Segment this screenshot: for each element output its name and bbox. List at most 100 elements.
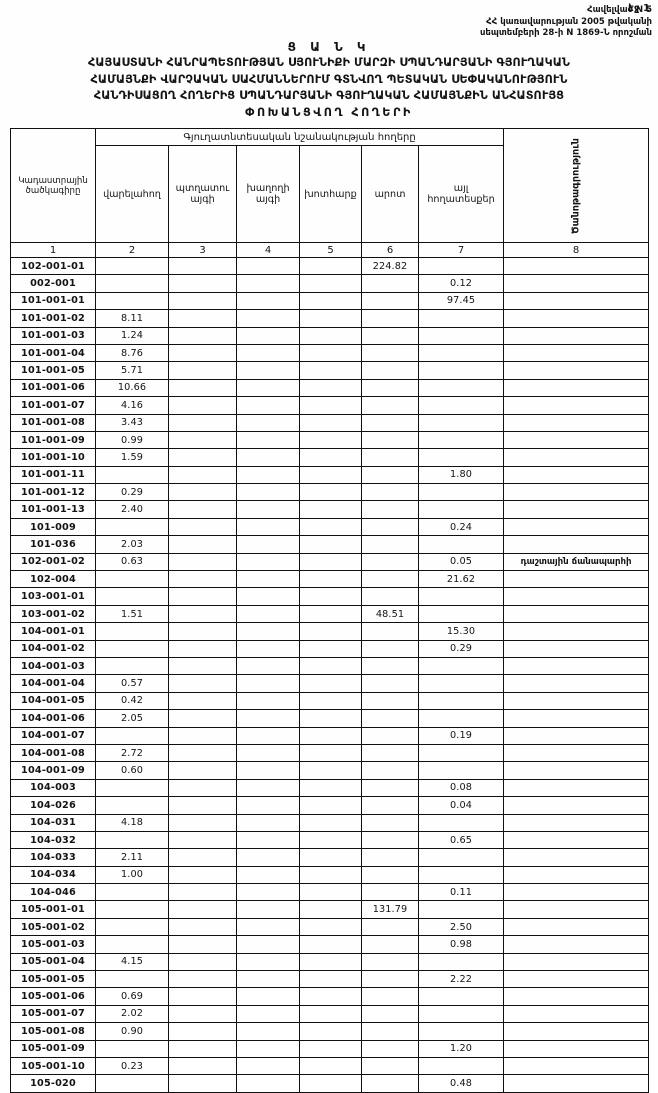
cell-pasture <box>361 848 419 867</box>
cell-vineyard <box>236 796 300 815</box>
cell-vineyard <box>236 378 300 398</box>
cell-pasture <box>361 970 419 989</box>
cell-other-lands <box>417 448 505 467</box>
cell-other-lands: 0.19 <box>417 726 505 745</box>
cell-cadastral-code: 101-001-10 <box>10 448 96 467</box>
cell-vineyard <box>236 1022 300 1041</box>
cell-notes <box>503 1056 650 1076</box>
cell-cadastral-code: 101-009 <box>10 517 96 537</box>
cell-orchard <box>168 778 237 798</box>
table-row: 103-001-01 <box>10 587 650 606</box>
cell-orchard <box>168 743 237 763</box>
cell-arable: 8.76 <box>95 343 169 363</box>
cell-pasture <box>361 883 419 902</box>
cell-other-lands <box>417 761 505 780</box>
cell-arable: 1.24 <box>95 326 169 345</box>
cell-vineyard <box>236 1039 300 1058</box>
cell-cadastral-code: 103-001-02 <box>10 604 96 624</box>
cell-arable: 1.00 <box>95 865 169 885</box>
table-row: 104-032 0.65 <box>10 830 650 850</box>
cell-notes <box>503 256 650 276</box>
cell-vineyard <box>236 952 300 972</box>
table-row: 105-001-06 0.69 <box>10 987 650 1006</box>
table-row: 101-001-06 10.66 <box>10 378 650 398</box>
land-allocation-table: Կադաստրային ծածկագիրը Գյուղատնտեսական նշ… <box>10 128 650 1093</box>
table-row: 105-001-07 2.02 <box>10 1004 650 1024</box>
cell-pasture <box>361 1056 419 1076</box>
cell-other-lands: 0.05 <box>417 552 505 572</box>
cell-notes <box>503 465 650 485</box>
cell-vineyard <box>236 274 300 293</box>
cell-hayfield <box>299 256 362 276</box>
cell-orchard <box>168 291 237 311</box>
cell-notes <box>503 743 650 763</box>
table-row: 103-001-02 1.51 48.51 <box>10 604 650 624</box>
cell-cadastral-code: 104-001-02 <box>10 639 96 658</box>
cell-vineyard <box>236 570 300 589</box>
cell-other-lands <box>417 604 505 624</box>
cell-orchard <box>168 1074 237 1093</box>
cell-vineyard <box>236 430 300 450</box>
cell-cadastral-code: 105-001-08 <box>10 1022 96 1041</box>
cell-vineyard <box>236 361 300 380</box>
cell-pasture <box>361 691 419 711</box>
cell-cadastral-code: 101-001-01 <box>10 291 96 311</box>
cell-vineyard <box>236 291 300 311</box>
cell-hayfield <box>299 570 362 589</box>
cell-hayfield <box>299 326 362 345</box>
cell-hayfield <box>299 1039 362 1058</box>
cell-notes <box>503 396 650 415</box>
cell-other-lands <box>417 848 505 867</box>
cell-orchard <box>168 309 237 328</box>
cell-arable: 4.18 <box>95 813 169 832</box>
cell-arable <box>95 970 169 989</box>
cell-pasture <box>361 917 419 937</box>
table-row: 104-046 0.11 <box>10 883 650 902</box>
cell-orchard <box>168 726 237 745</box>
cell-hayfield <box>299 883 362 902</box>
cell-notes <box>503 848 650 867</box>
cell-hayfield <box>299 309 362 328</box>
cell-pasture <box>361 500 419 519</box>
cell-arable: 2.40 <box>95 500 169 519</box>
cell-arable: 0.42 <box>95 691 169 711</box>
table-row: 101-001-03 1.24 <box>10 326 650 345</box>
cell-arable: 0.63 <box>95 552 169 572</box>
cell-orchard <box>168 639 237 658</box>
table-row: 102-004 21.62 <box>10 570 650 589</box>
cell-cadastral-code: 104-003 <box>10 778 96 798</box>
cell-vineyard <box>236 517 300 537</box>
cell-other-lands <box>417 813 505 832</box>
cell-notes <box>503 1004 650 1024</box>
cell-vineyard <box>236 865 300 885</box>
cell-notes <box>503 517 650 537</box>
cell-arable: 2.72 <box>95 743 169 763</box>
cell-pasture <box>361 1074 419 1093</box>
page-number: էջ 1 <box>628 3 650 14</box>
table-row: 104-001-02 0.29 <box>10 639 650 658</box>
header-line-3: սեպտեմբերի 28-ի N 1869-Ն որոշման <box>479 28 652 38</box>
cell-arable <box>95 900 169 919</box>
table-row: 101-001-07 4.16 <box>10 396 650 415</box>
cell-arable: 0.69 <box>95 987 169 1006</box>
table-body: 102-001-01 224.82 002-001 0.12 101-001-01 97.… <box>10 256 650 1093</box>
col-number-2: 2 <box>95 242 169 258</box>
cell-hayfield <box>299 709 362 728</box>
cell-vineyard <box>236 761 300 780</box>
cell-arable: 2.05 <box>95 709 169 728</box>
cell-pasture <box>361 639 419 658</box>
cell-notes: դաշտային ճանապարհի <box>503 552 650 572</box>
cell-pasture <box>361 656 419 676</box>
table-row: 104-001-07 0.19 <box>10 726 650 745</box>
cell-vineyard <box>236 900 300 919</box>
cell-orchard <box>168 830 237 850</box>
cell-other-lands <box>417 413 505 432</box>
cell-other-lands: 0.12 <box>417 274 505 293</box>
cell-cadastral-code: 102-001-02 <box>10 552 96 572</box>
cell-notes <box>503 761 650 780</box>
cell-arable: 10.66 <box>95 378 169 398</box>
cell-cadastral-code: 105-001-10 <box>10 1056 96 1076</box>
cell-notes <box>503 326 650 345</box>
table-row: 104-001-04 0.57 <box>10 674 650 693</box>
table-row: 104-034 1.00 <box>10 865 650 885</box>
